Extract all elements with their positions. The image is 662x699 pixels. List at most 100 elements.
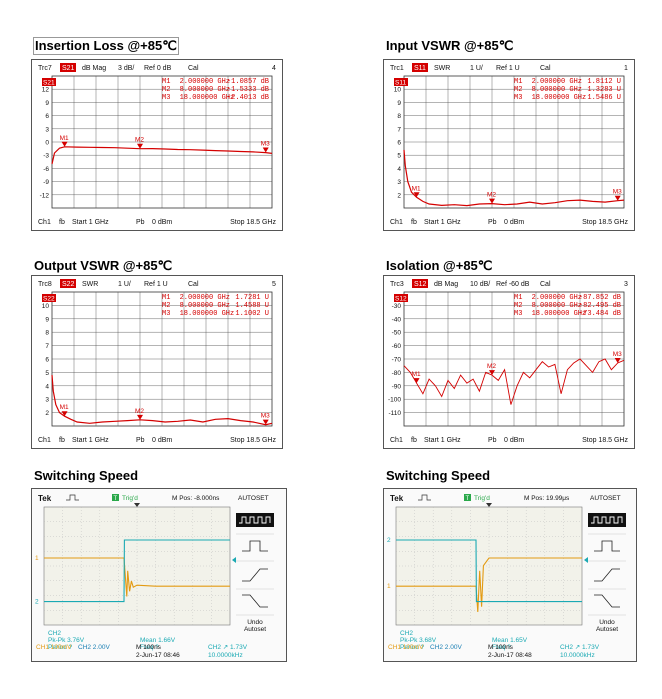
- status-freq: 10.0000kHz: [208, 652, 243, 659]
- marker-name: M3: [162, 310, 170, 318]
- single-cycle-icon: [594, 540, 620, 552]
- isolation-title: Isolation @+85℃: [386, 258, 493, 273]
- marker-name: M2: [514, 86, 522, 94]
- marker-tag: M1: [60, 135, 69, 142]
- ref-label: Ref 1 U: [496, 65, 520, 72]
- y-tick-label: 10: [42, 303, 50, 310]
- footer-pb: Pb: [488, 437, 497, 444]
- vna-panel-input-vswr: Trc1 S11 SWR 1 U/Ref 1 U Cal 1 S11 10 9 8 7 6 5 4 3 2 M1…: [383, 59, 635, 231]
- trig-badge-label: T: [466, 496, 470, 502]
- y-tick-label: 7: [45, 343, 49, 350]
- marker-tag: M3: [613, 351, 622, 358]
- y-tick-label: 6: [397, 140, 401, 147]
- trace-label: Trc1: [390, 65, 404, 72]
- footer-stop: Stop 18.5 GHz: [230, 219, 276, 226]
- trace-label: Trc3: [390, 281, 404, 288]
- marker-name: M1: [514, 294, 522, 302]
- marker-value: -2.4013 dB: [227, 94, 269, 102]
- marker-triangle: [61, 141, 68, 147]
- trace-number: 3: [624, 281, 628, 288]
- status-ch1: CH1 100mV: [388, 644, 424, 651]
- marker-triangle: [489, 198, 495, 204]
- footer-start: Start 1 GHz: [424, 437, 461, 444]
- marker-value: -87.852 dB: [579, 294, 621, 302]
- m-pos: M Pos: 19.99μs: [524, 495, 570, 502]
- marker-triangle: [262, 147, 269, 153]
- meas-channel: CH2: [48, 630, 61, 637]
- param-label: S22: [62, 281, 75, 288]
- trace-line: [51, 146, 273, 165]
- marker-name: M3: [162, 94, 170, 102]
- format-label: dB Mag: [434, 281, 458, 288]
- y-tick-label: -80: [392, 370, 402, 377]
- m-pos: M Pos: -8.000ns: [172, 495, 220, 502]
- marker-value: -1.0857 dB: [227, 78, 269, 86]
- trigger-level-marker: [584, 557, 588, 563]
- ref-marker-label: S12: [395, 296, 407, 303]
- status-date: 2-Jun-17 08:48: [488, 652, 532, 659]
- ref-marker-label: S22: [43, 296, 55, 303]
- acquire-icon: [66, 494, 79, 501]
- marker-triangle: [614, 195, 621, 201]
- cal-label: Cal: [188, 281, 199, 288]
- trig-badge: [112, 494, 119, 501]
- footer-stop: Stop 18.5 GHz: [582, 219, 628, 226]
- marker-value: -73.484 dB: [579, 310, 621, 318]
- ref-marker-label: S11: [395, 80, 406, 87]
- input-vswr-title: Input VSWR @+85℃: [386, 38, 514, 53]
- insertion-loss-title: Insertion Loss @+85℃: [33, 37, 179, 55]
- menu-title: AUTOSET: [238, 495, 269, 502]
- footer-fb: fb: [59, 437, 65, 444]
- format-label: SWR: [82, 281, 98, 288]
- scale-label: 3 dB/: [118, 65, 134, 72]
- param-label: S21: [62, 65, 75, 72]
- y-tick-label: 0: [45, 140, 49, 147]
- footer-power: 0 dBm: [504, 437, 524, 444]
- footer-start: Start 1 GHz: [424, 219, 461, 226]
- marker-name: M2: [162, 302, 170, 310]
- y-tick-label: 6: [45, 113, 49, 120]
- status-ch2: CH2 2.00V: [430, 644, 462, 651]
- marker-freq: 8.000000 GHz: [180, 302, 230, 310]
- trig-badge-label: T: [114, 496, 118, 502]
- waveform-ch2: [396, 539, 582, 603]
- marker-triangle: [614, 358, 621, 364]
- marker-name: M1: [162, 294, 170, 302]
- footer-start: Start 1 GHz: [72, 219, 109, 226]
- status-ch2: CH2 2.00V: [78, 644, 110, 651]
- marker-name: M1: [162, 78, 170, 86]
- acquire-icon: [418, 494, 431, 501]
- y-tick-label: -6: [43, 166, 49, 173]
- meas-period: Period ?: [400, 644, 425, 651]
- y-tick-label: 6: [45, 357, 49, 364]
- marker-tag: M1: [412, 185, 421, 192]
- brand-logo: Tek: [390, 494, 404, 503]
- y-tick-label: 3: [397, 179, 401, 186]
- marker-freq: 18.000000 GHz: [532, 310, 587, 318]
- trace-number: 1: [624, 65, 628, 72]
- multi-cycle-icon: [591, 516, 623, 524]
- y-tick-label: -90: [392, 383, 402, 390]
- marker-freq: 2.000000 GHz: [180, 294, 230, 302]
- y-tick-label: 2: [397, 192, 401, 199]
- rising-edge-icon: [594, 568, 620, 582]
- falling-edge-icon: [594, 594, 620, 608]
- ref-label: Ref 1 U: [144, 281, 168, 288]
- scope-panel-1: Tek T Trig'd M Pos: -8.000ns AUTOSET 1 2 CH2 Pk-…: [31, 488, 287, 662]
- trace-label: Trc7: [38, 65, 52, 72]
- meas-pkpk: Pk-Pk 3.68V: [400, 637, 437, 644]
- marker-triangle: [137, 414, 143, 420]
- y-tick-label: -9: [43, 179, 49, 186]
- switching-speed-title-1: Switching Speed: [34, 468, 139, 483]
- marker-value: 1.5486 U: [587, 94, 621, 102]
- param-label: S12: [414, 281, 427, 288]
- marker-tag: M3: [261, 413, 270, 420]
- y-tick-label: 10: [394, 87, 402, 94]
- meas-mean: Mean 1.65V: [492, 637, 528, 644]
- trace-label: Trc8: [38, 281, 52, 288]
- scope-panel-2: Tek T Trig'd M Pos: 19.99μs AUTOSET 1 2 CH2 Pk-P…: [383, 488, 637, 662]
- marker-freq: 8.000000 GHz: [532, 86, 582, 94]
- marker-tag: M3: [261, 141, 270, 148]
- status-freq: 10.0000kHz: [560, 652, 595, 659]
- multi-cycle-icon: [239, 516, 271, 524]
